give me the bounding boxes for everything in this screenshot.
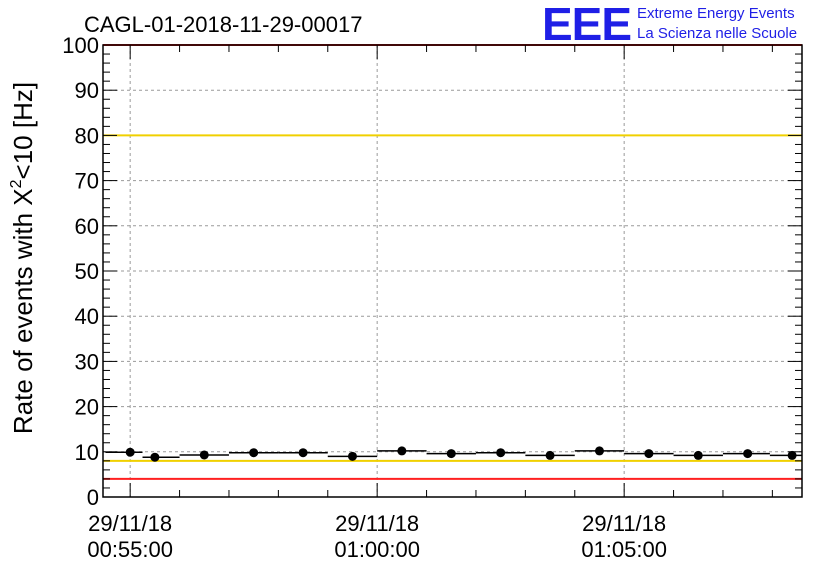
data-point-marker — [693, 450, 703, 460]
y-tick-label: 90 — [75, 78, 99, 103]
y-axis-ticks: 0 10 20 30 40 50 60 70 80 90 100 — [62, 33, 99, 510]
data-point — [769, 450, 802, 460]
y-axis-label: Rate of events with X2<10 [Hz] — [8, 82, 38, 434]
data-points — [105, 446, 802, 462]
data-point-marker — [545, 450, 555, 460]
y-axis-label-prefix: Rate of events with — [8, 206, 38, 434]
data-point — [426, 449, 476, 459]
y-tick-label: 50 — [75, 259, 99, 284]
eee-logo: EEE Extreme Energy Events La Scienza nel… — [542, 0, 797, 50]
y-tick-label: 100 — [62, 33, 99, 58]
data-point-marker — [298, 448, 308, 458]
data-point-marker — [199, 450, 209, 460]
data-point-marker — [347, 451, 357, 461]
data-point-marker — [594, 446, 604, 456]
y-tick-label: 40 — [75, 304, 99, 329]
y-axis-label-chi: X — [8, 188, 38, 205]
y-axis-label-superscript: 2 — [8, 179, 25, 188]
y-tick-label: 60 — [75, 214, 99, 239]
data-point-marker — [644, 449, 654, 459]
plot-frame — [102, 44, 803, 498]
data-point — [142, 452, 180, 462]
x-tick-date-label: 29/11/18 — [582, 511, 666, 536]
data-point — [475, 448, 526, 458]
x-tick-time-label: 01:00:00 — [334, 537, 420, 562]
y-tick-label: 70 — [75, 169, 99, 194]
y-tick-label: 20 — [75, 395, 99, 420]
y-axis-label-suffix: <10 [Hz] — [8, 82, 38, 180]
data-point — [377, 446, 427, 456]
data-point — [525, 450, 575, 460]
x-tick-date-label: 29/11/18 — [88, 511, 172, 536]
data-point — [228, 448, 279, 458]
data-point — [574, 446, 625, 456]
eee-logo-line1: Extreme Energy Events — [637, 5, 795, 22]
data-point-marker — [249, 448, 259, 458]
data-point-marker — [150, 452, 160, 462]
x-tick-time-label: 00:55:00 — [87, 537, 173, 562]
data-point — [179, 450, 229, 460]
x-axis-ticks: 29/11/1800:55:0029/11/1801:00:0029/11/18… — [87, 511, 667, 562]
data-point — [673, 450, 723, 460]
eee-logo-line2: La Scienza nelle Scuole — [637, 25, 797, 42]
eee-logo-letters: EEE — [542, 0, 631, 50]
reference-lines — [103, 44, 802, 480]
data-point-marker — [125, 447, 135, 457]
data-point — [327, 451, 378, 461]
data-point — [722, 449, 770, 459]
grid-layer — [103, 45, 802, 497]
y-tick-label: 30 — [75, 349, 99, 374]
data-point — [624, 449, 674, 459]
data-point-marker — [496, 448, 506, 458]
data-point-marker — [787, 450, 797, 460]
data-point-marker — [397, 446, 407, 456]
x-tick-date-label: 29/11/18 — [335, 511, 419, 536]
data-point — [105, 447, 143, 457]
y-tick-label: 0 — [87, 485, 99, 510]
x-tick-time-label: 01:05:00 — [581, 537, 667, 562]
data-point-marker — [743, 449, 753, 459]
data-point — [278, 448, 328, 458]
y-tick-label: 80 — [75, 123, 99, 148]
y-tick-label: 10 — [75, 440, 99, 465]
chart-title: CAGL-01-2018-11-29-00017 — [84, 12, 362, 37]
data-point-marker — [446, 449, 456, 459]
